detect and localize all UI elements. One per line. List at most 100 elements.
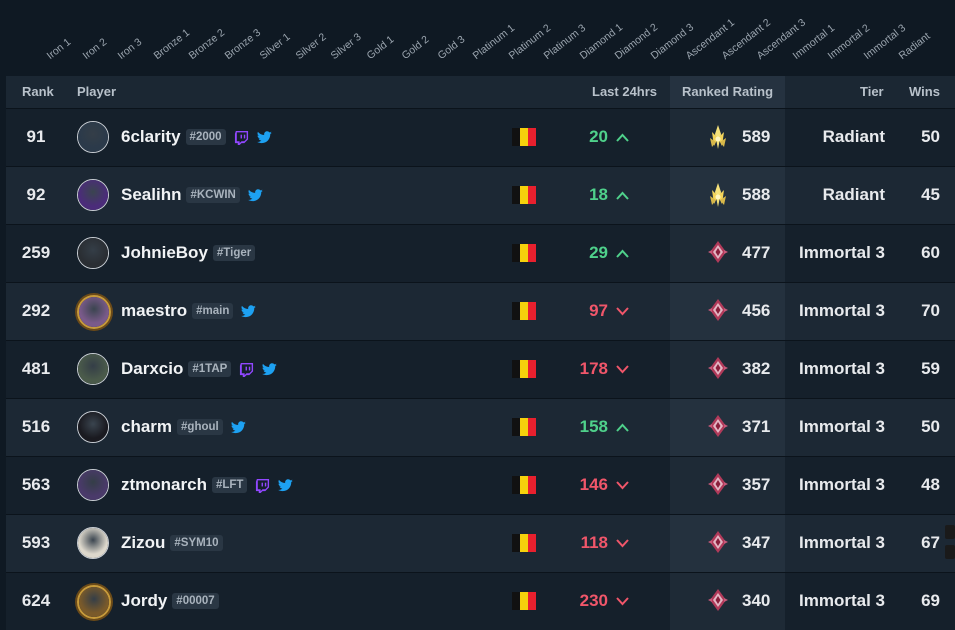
avatar[interactable] (77, 411, 109, 443)
immortal-icon (706, 356, 730, 385)
chevron-up-icon (608, 133, 629, 142)
tier-name: Radiant (822, 185, 885, 204)
twitter-icon[interactable] (247, 188, 263, 202)
table-row[interactable]: 259 JohnieBoy #Tiger 29 477 Immortal 3 60 (6, 224, 955, 282)
twitter-icon[interactable] (230, 420, 246, 434)
twitter-icon[interactable] (241, 304, 257, 318)
tier-filter-gold-1[interactable]: Gold 1 (364, 33, 396, 62)
header-ranked-rating[interactable]: Ranked Rating (682, 84, 774, 99)
avatar[interactable] (77, 527, 109, 559)
immortal-icon (706, 588, 730, 617)
avatar[interactable] (77, 353, 109, 385)
belgium-flag-icon (512, 418, 536, 436)
belgium-flag-icon (512, 128, 536, 146)
rating-change: 146 (580, 475, 629, 495)
rating-change: 20 (589, 127, 629, 147)
player-tag: #Tiger (212, 245, 256, 261)
belgium-flag-icon (512, 360, 536, 378)
tier-filter-iron-3[interactable]: Iron 3 (115, 36, 145, 62)
wins-count: 45 (921, 185, 940, 204)
chevron-up-icon (608, 191, 629, 200)
ranked-rating: 340 (742, 591, 771, 610)
tier-filter-bronze-3[interactable]: Bronze 3 (222, 26, 263, 63)
player-name[interactable]: Darxcio (121, 359, 184, 378)
tier-filter-bronze-1[interactable]: Bronze 1 (151, 26, 192, 63)
rating-change: 158 (580, 417, 629, 437)
wins-count: 50 (921, 127, 940, 146)
avatar[interactable] (77, 237, 109, 269)
table-row[interactable]: 481 Darxcio #1TAP 178 382 Immortal 3 59 (6, 340, 955, 398)
player-name[interactable]: charm (121, 417, 173, 436)
rating-change: 230 (580, 591, 629, 611)
immortal-icon (706, 240, 730, 269)
avatar[interactable] (77, 295, 111, 329)
rank-value: 292 (21, 301, 51, 320)
rating-change: 18 (589, 185, 629, 205)
tier-filter-gold-2[interactable]: Gold 2 (399, 33, 432, 62)
belgium-flag-icon (512, 534, 536, 552)
twitch-icon[interactable] (234, 130, 249, 145)
tier-filter-silver-3[interactable]: Silver 3 (328, 30, 364, 62)
table-row[interactable]: 563 ztmonarch #LFT 146 357 Immortal 3 48 (6, 456, 955, 514)
table-row[interactable]: 516 charm #ghoul 158 371 Immortal 3 50 (6, 398, 955, 456)
twitch-icon[interactable] (255, 478, 270, 493)
immortal-icon (706, 414, 730, 443)
belgium-flag-icon (512, 244, 536, 262)
tier-name: Immortal 3 (799, 359, 885, 378)
table-row[interactable]: 92 Sealihn #KCWIN 18 588 Radiant 45 (6, 166, 955, 224)
rating-change: 118 (581, 533, 629, 553)
player-tag: #KCWIN (186, 187, 240, 203)
leaderboard-table: Rank Player Last 24hrs Ranked Rating Tie… (6, 76, 955, 630)
header-rank[interactable]: Rank (22, 84, 54, 99)
tier-filter-gold-3[interactable]: Gold 3 (435, 33, 467, 62)
radiant-icon (706, 124, 730, 155)
player-name[interactable]: Sealihn (121, 185, 182, 204)
chevron-up-icon (608, 249, 629, 258)
avatar[interactable] (77, 179, 109, 211)
rank-value: 516 (21, 417, 51, 436)
side-control-icon[interactable] (945, 525, 955, 539)
player-name[interactable]: Jordy (121, 591, 168, 610)
rank-value: 259 (21, 243, 51, 262)
avatar[interactable] (77, 121, 109, 153)
table-row[interactable]: 91 6clarity #2000 20 589 Radiant 50 (6, 108, 955, 166)
avatar[interactable] (77, 469, 109, 501)
ranked-rating: 588 (742, 185, 771, 204)
twitter-icon[interactable] (262, 362, 278, 376)
ranked-rating: 371 (742, 417, 771, 436)
player-name[interactable]: JohnieBoy (121, 243, 208, 262)
player-name[interactable]: maestro (121, 301, 188, 320)
immortal-icon (706, 298, 730, 327)
belgium-flag-icon (512, 186, 536, 204)
tier-filter-iron-1[interactable]: Iron 1 (44, 36, 74, 62)
table-row[interactable]: 593 Zizou #SYM10 118 347 Immortal 3 67 (6, 514, 955, 572)
rank-value: 624 (21, 591, 51, 610)
chevron-down-icon (608, 480, 629, 490)
table-row[interactable]: 292 maestro #main 97 456 Immortal 3 70 (6, 282, 955, 340)
chevron-down-icon (608, 596, 629, 606)
immortal-icon (706, 530, 730, 559)
side-control-icon[interactable] (945, 545, 955, 559)
header-last-24hrs[interactable]: Last 24hrs (592, 84, 658, 99)
player-name[interactable]: ztmonarch (121, 475, 207, 494)
twitter-icon[interactable] (256, 130, 272, 144)
tier-name: Immortal 3 (799, 475, 885, 494)
tier-filter-iron-2[interactable]: Iron 2 (80, 36, 109, 62)
rank-value: 481 (21, 359, 51, 378)
header-tier: Tier (860, 84, 884, 99)
player-name[interactable]: Zizou (121, 533, 166, 552)
rating-change: 97 (589, 301, 629, 321)
tier-filter-silver-2[interactable]: Silver 2 (293, 30, 329, 62)
tier-name: Radiant (822, 127, 885, 146)
table-header: Rank Player Last 24hrs Ranked Rating Tie… (6, 76, 955, 108)
twitter-icon[interactable] (278, 478, 294, 492)
tier-name: Immortal 3 (799, 301, 885, 320)
table-row[interactable]: 624 Jordy #00007 230 340 Immortal 3 69 (6, 572, 955, 630)
tier-filter-bronze-2[interactable]: Bronze 2 (186, 26, 228, 63)
twitch-icon[interactable] (239, 362, 254, 377)
belgium-flag-icon (512, 476, 536, 494)
player-name[interactable]: 6clarity (121, 127, 181, 146)
chevron-down-icon (608, 306, 629, 316)
wins-count: 60 (921, 243, 940, 262)
header-wins[interactable]: Wins (909, 84, 940, 99)
